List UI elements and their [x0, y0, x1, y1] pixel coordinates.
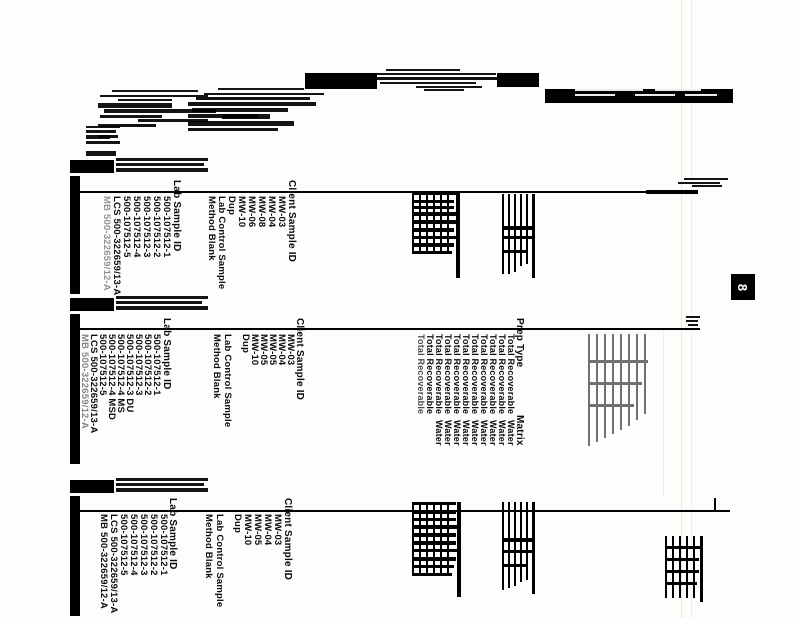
lab-sample-id-cell: LCS 500-322659/13-A: [108, 514, 119, 614]
lab-sample-id-cell: MB 500-322659/12-A: [101, 196, 112, 291]
prep-type-column-degraded: [412, 502, 464, 602]
lab-sample-id-cell: MB 500-322659/12-A: [98, 514, 109, 609]
section-header-text-top: [116, 158, 208, 174]
section-header-bar-middle: [70, 298, 114, 311]
scan-streak: [691, 0, 692, 618]
lab-sample-id-cell: 500-107512-2: [151, 196, 162, 258]
client-sample-id-cell: MW-03: [272, 514, 283, 546]
header-block-center: [188, 88, 328, 138]
scan-streak: [681, 0, 682, 618]
matrix-cell: Water: [443, 420, 453, 446]
client-sample-id-cell: Dup: [232, 514, 243, 534]
lab-sample-id-cell: 500-107512-4: [128, 514, 139, 576]
client-sample-id-cell: MW-10: [242, 514, 253, 546]
client-sample-id-cell: MW-08: [256, 196, 267, 228]
matrix-cell: Water: [434, 420, 444, 446]
lab-sample-id-cell: 500-107512-2: [148, 514, 159, 576]
client-sample-id-cell: MW-03: [276, 196, 287, 228]
header-block-small: [86, 126, 132, 158]
header-band-right-text: [575, 88, 725, 102]
title-band-top: [305, 73, 377, 89]
client-sample-id-cell: Lab Control Sample: [214, 514, 225, 608]
col-header-client-sample-id: Client Sample ID: [286, 180, 297, 263]
matrix-cell: Water: [479, 420, 489, 446]
prep-type-cell: Total Recoverable: [425, 334, 435, 415]
lab-sample-id-cell: LCS 500-322659/13-A: [111, 196, 122, 296]
prep-type-cell: Total Recoverable: [506, 334, 516, 415]
client-sample-id-cell: Method Blank: [206, 196, 217, 261]
section-spine-middle: [70, 314, 80, 464]
client-sample-id-cell: Dup: [226, 196, 237, 216]
client-sample-id-cell: Lab Control Sample: [216, 196, 227, 290]
matrix-cell: Water: [488, 420, 498, 446]
lab-sample-id-cell: 500-107512-3: [138, 514, 149, 576]
title-band-top-text: [376, 68, 511, 92]
lab-sample-id-cell: 500-107512-1: [161, 196, 172, 258]
client-sample-id-cell: MW-04: [262, 514, 273, 546]
prep-type-cell: Total Recoverable: [497, 334, 507, 415]
table-rule-bottom: [80, 510, 730, 512]
section-spine-bottom: [70, 496, 80, 616]
client-sample-id-cell: MW-04: [266, 196, 277, 228]
client-sample-id-cell: Method Blank: [211, 334, 222, 399]
matrix-cell: Water: [461, 420, 471, 446]
table-rule-top: [80, 191, 646, 193]
matrix-column-degraded: [502, 502, 538, 602]
page-number-badge: 8: [731, 274, 755, 300]
col-header-lab-sample-id: Lab Sample ID: [171, 180, 182, 252]
client-sample-id-cell: Lab Control Sample: [222, 334, 233, 428]
section-spine-top: [70, 176, 80, 294]
table-rule-middle: [80, 328, 700, 330]
prep-type-cell: Total Recoverable: [443, 334, 453, 415]
client-sample-id-cell: MW-10: [236, 196, 247, 228]
prep-type-cell: Total Recoverable: [452, 334, 462, 415]
prep-type-column-degraded: [412, 192, 462, 284]
header-block-left: [98, 88, 220, 130]
prep-type-cell: Total Recoverable: [461, 334, 471, 415]
lab-sample-id-cell: 500-107512-3: [141, 196, 152, 258]
prep-type-cell: Total Recoverable: [488, 334, 498, 415]
client-sample-id-cell: MW-05: [252, 514, 263, 546]
lab-sample-id-cell: 500-107512-4: [131, 196, 142, 258]
lab-sample-id-cell: 500-107512-1: [158, 514, 169, 576]
matrix-column-degraded: [502, 192, 540, 284]
client-sample-id-cell: Dup: [240, 334, 251, 354]
matrix-cell: Water: [497, 420, 507, 446]
page-number: 8: [735, 283, 751, 291]
header-band-right: [545, 89, 733, 103]
section-header-bar-bottom: [70, 480, 114, 493]
table-rule-bottom-right: [714, 498, 716, 512]
title-band-top-right: [497, 73, 539, 87]
section-header-text-bottom: [116, 478, 208, 494]
lab-sample-id-cell: MB 500-322659/12-A: [79, 334, 90, 429]
prep-type-cell: Total Recoverable: [479, 334, 489, 415]
analysis-text-top-right: [678, 178, 730, 190]
client-sample-id-cell: MW-06: [246, 196, 257, 228]
scan-streak: [663, 330, 664, 498]
analysis-column-degraded-middle: [588, 334, 674, 454]
prep-type-cell: Total Recoverable: [434, 334, 444, 415]
matrix-cell: Water: [470, 420, 480, 446]
matrix-cell: Water: [452, 420, 462, 446]
analysis-column-degraded-bottom: [665, 536, 709, 606]
client-sample-id-cell: Method Blank: [203, 514, 214, 579]
prep-type-cell: Total Recoverable: [470, 334, 480, 415]
lab-sample-id-cell: 500-107512-5: [118, 514, 129, 576]
analysis-text-middle-right: [686, 316, 702, 328]
col-header-client-sample-id: Client Sample ID: [282, 498, 293, 581]
matrix-cell: Water: [506, 420, 516, 446]
prep-type-cell: Total Recoverable: [416, 334, 426, 415]
section-header-text-middle: [116, 296, 208, 312]
lab-sample-id-cell: 500-107512-5: [121, 196, 132, 258]
col-header-lab-sample-id: Lab Sample ID: [161, 318, 172, 390]
analysis-band-top-right: [646, 190, 698, 194]
section-header-bar-top: [70, 160, 114, 173]
